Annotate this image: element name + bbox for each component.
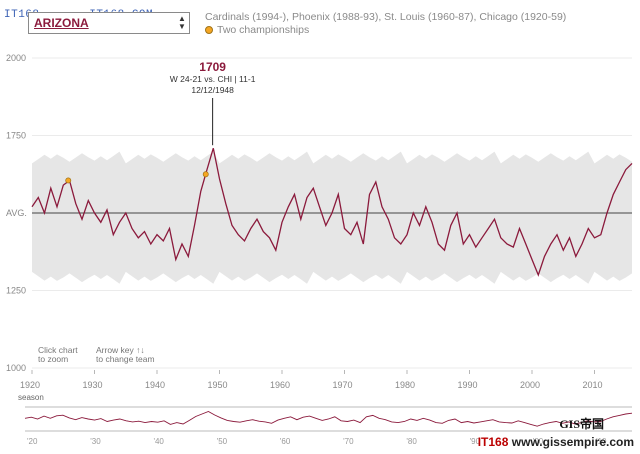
highlight-date: 12/12/1948 — [191, 85, 234, 95]
hint-arrow-line2: to change team — [96, 354, 155, 364]
x-axis: 1920 1930 1940 1950 1960 1970 1980 1990 2000 2010 — [20, 370, 603, 390]
top-bar: IT168 ..... IT168.COM ARIZONA ▲▼ Cardina… — [0, 0, 640, 44]
site-watermark-prefix: IT168 — [477, 435, 509, 449]
mini-tick-label: '50 — [217, 437, 228, 446]
x-tick-label: 1960 — [270, 380, 290, 390]
mini-tick-label: '10 — [596, 437, 607, 446]
mini-tick-label: '70 — [343, 437, 354, 446]
highlight-annotation: 1709 W 24-21 vs. CHI | 11-1 12/12/1948 — [170, 60, 256, 146]
mini-tick-label: '20 — [27, 437, 38, 446]
x-tick-label: 2010 — [583, 380, 603, 390]
league-range-band — [32, 151, 632, 284]
y-tick-label: 1000 — [6, 363, 26, 373]
league-range-band-area — [32, 151, 632, 284]
x-tick-label: 1940 — [145, 380, 165, 390]
mini-axis: '20 '30 '40 '50 '60 '70 '80 '90 '00 '10 — [27, 437, 607, 446]
x-tick-label: 1930 — [83, 380, 103, 390]
hint-zoom-line2: to zoom — [38, 354, 68, 364]
mini-tick-label: '00 — [533, 437, 544, 446]
championship-markers — [65, 171, 209, 184]
mini-tick-label: '40 — [153, 437, 164, 446]
hint-arrow-line1: Arrow key ↑↓ — [96, 345, 145, 355]
select-arrows-icon: ▲ ▼ — [178, 14, 186, 31]
mini-tick-label: '80 — [406, 437, 417, 446]
x-tick-label: 1950 — [208, 380, 228, 390]
gridlines — [32, 57, 632, 369]
championship-dot-icon — [205, 26, 213, 34]
x-tick-label: 2000 — [520, 380, 540, 390]
site-watermark-suffix: www.gissempire.com — [511, 435, 634, 449]
hint-zoom-line1: Click chart — [38, 345, 78, 355]
mini-series-line — [24, 411, 633, 427]
mini-tick-label: '60 — [280, 437, 291, 446]
y-tick-label: AVG. — [6, 208, 27, 218]
championship-marker — [202, 171, 209, 178]
x-axis-title: season — [18, 393, 44, 402]
highlight-value: 1709 — [199, 60, 226, 74]
gis-watermark: GIS帝国 — [559, 417, 604, 431]
championship-legend-label: Two championships — [217, 24, 310, 36]
elo-series-line — [31, 148, 633, 277]
x-tick-label: 1990 — [458, 380, 478, 390]
mini-timeline[interactable]: '20 '30 '40 '50 '60 '70 '80 '90 '00 '10 — [24, 406, 633, 446]
team-select[interactable]: ARIZONA ▲ ▼ — [28, 12, 190, 34]
championship-legend: Two championships — [205, 24, 309, 36]
site-watermark: IT168 www.gissempire.com — [478, 435, 634, 449]
y-tick-label: 1750 — [6, 131, 26, 141]
highlight-game: W 24-21 vs. CHI | 11-1 — [170, 74, 256, 84]
mini-tick-label: '90 — [470, 437, 481, 446]
x-tick-label: 1920 — [20, 380, 40, 390]
y-tick-label: 1250 — [6, 286, 26, 296]
franchise-history: Cardinals (1994-), Phoenix (1988-93), St… — [205, 11, 567, 23]
x-tick-label: 1980 — [395, 380, 415, 390]
team-select-value: ARIZONA — [34, 16, 89, 30]
y-axis: 2000 1750 AVG. 1250 1000 — [6, 53, 27, 373]
x-tick-label: 1970 — [333, 380, 353, 390]
y-tick-label: 2000 — [6, 53, 26, 63]
championship-marker — [65, 177, 72, 184]
mini-tick-label: '30 — [90, 437, 101, 446]
